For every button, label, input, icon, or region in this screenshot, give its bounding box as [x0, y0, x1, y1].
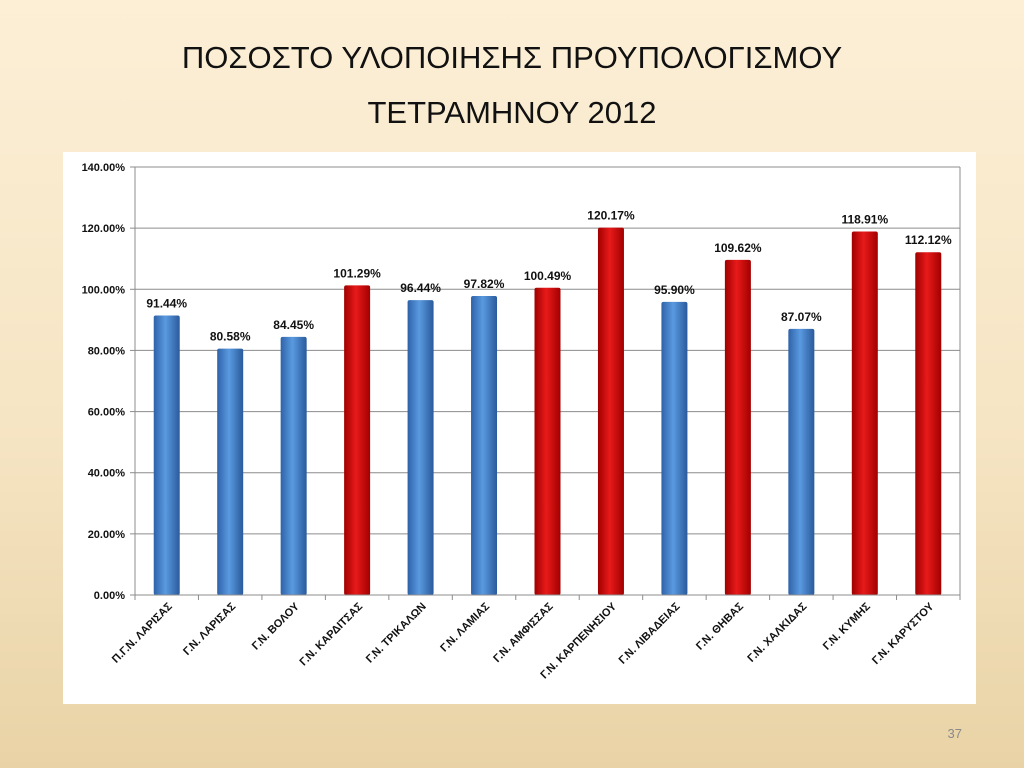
y-tick-label: 80.00%: [88, 345, 126, 357]
x-category-label: Γ.Ν. ΚΥΜΗΣ: [821, 600, 873, 652]
data-label: 100.49%: [524, 269, 572, 283]
data-label: 87.07%: [781, 310, 822, 324]
bar: [280, 336, 307, 595]
bar-chart: 0.00% 20.00% 40.00% 60.00% 80.00% 100.00% 120.…: [82, 162, 961, 681]
x-category-label: Γ.Ν. ΛΑΜΙΑΣ: [438, 600, 492, 654]
bar: [851, 231, 878, 595]
bar: [217, 348, 244, 595]
data-label: 120.17%: [587, 209, 635, 223]
data-label: 80.58%: [210, 330, 251, 344]
chart-panel: 0.00% 20.00% 40.00% 60.00% 80.00% 100.00% 120.…: [63, 152, 976, 704]
x-category-label: Γ.Ν. ΛΙΒΑΔΕΙΑΣ: [617, 600, 683, 666]
data-label: 101.29%: [333, 266, 381, 280]
data-label: 95.90%: [654, 283, 695, 297]
data-label: 91.44%: [146, 296, 187, 310]
slide-title: ΠΟΣΟΣΤΟ ΥΛΟΠΟΙΗΣΗΣ ΠΡΟΥΠΟΛΟΓΙΣΜΟΥ ΤΕΤΡΑΜ…: [0, 30, 1024, 140]
bar: [597, 227, 624, 595]
bar: [471, 295, 498, 595]
y-tick-label: 20.00%: [88, 529, 126, 541]
slide-number: 37: [947, 726, 962, 741]
bar: [661, 301, 688, 595]
x-category-label: Γ.Ν. ΚΑΡΔΙΤΣΑΣ: [298, 600, 366, 668]
y-tick-label: 40.00%: [88, 468, 126, 480]
data-label: 96.44%: [400, 281, 441, 295]
data-label: 97.82%: [464, 277, 505, 291]
bar: [344, 285, 371, 595]
bar: [407, 300, 434, 595]
y-tick-label: 0.00%: [94, 590, 125, 602]
title-line-2: ΤΕΤΡΑΜΗΝΟΥ 2012: [367, 95, 657, 130]
x-category-label: Γ.Ν. ΚΑΡΥΣΤΟΥ: [870, 600, 937, 667]
bar: [153, 315, 180, 595]
title-line-1: ΠΟΣΟΣΤΟ ΥΛΟΠΟΙΗΣΗΣ ΠΡΟΥΠΟΛΟΓΙΣΜΟΥ: [181, 40, 843, 75]
x-category-label: Γ.Ν. ΑΜΦΙΣΣΑΣ: [491, 600, 556, 665]
bar: [534, 287, 561, 595]
x-category-label: Γ.Ν. ΧΑΛΚΙΔΑΣ: [745, 600, 809, 664]
data-label: 84.45%: [273, 318, 314, 332]
x-category-label: Γ.Ν. ΛΑΡΙΣΑΣ: [181, 600, 239, 658]
x-category-label: Γ.Ν. ΘΗΒΑΣ: [694, 600, 746, 652]
data-label: 118.91%: [841, 212, 888, 226]
y-tick-label: 140.00%: [82, 162, 126, 174]
bar: [915, 252, 942, 595]
y-tick-label: 60.00%: [88, 407, 126, 419]
x-category-label: Γ.Ν. ΤΡΙΚΑΛΩΝ: [364, 601, 429, 666]
bar: [724, 259, 751, 595]
x-category-label: Γ.Ν. ΒΟΛΟΥ: [250, 600, 302, 652]
y-tick-label: 100.00%: [82, 284, 126, 296]
x-category-label: Π.Γ.Ν. ΛΑΡΙΣΑΣ: [110, 600, 175, 665]
data-label: 112.12%: [905, 233, 952, 247]
bar: [788, 328, 815, 595]
y-tick-label: 120.00%: [82, 223, 126, 235]
data-label: 109.62%: [714, 241, 762, 255]
